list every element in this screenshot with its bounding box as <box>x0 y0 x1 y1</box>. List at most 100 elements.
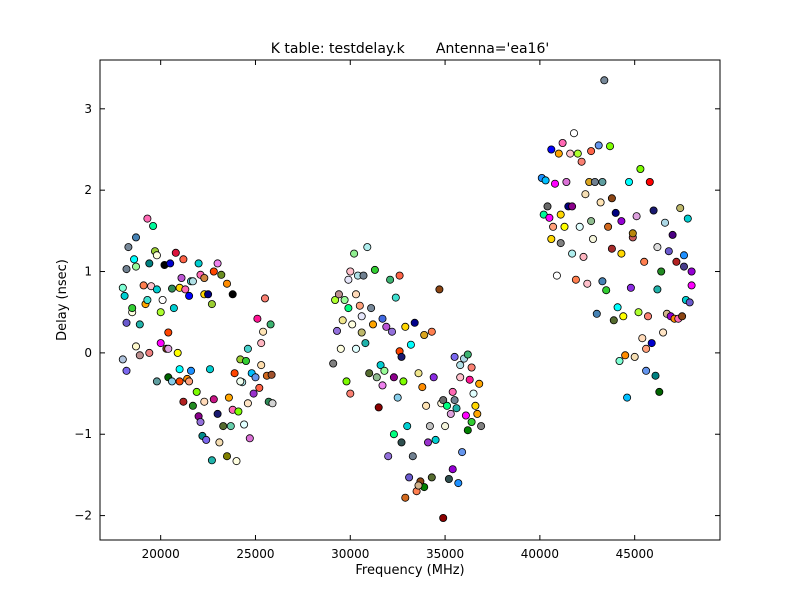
data-point <box>477 422 486 431</box>
data-point <box>124 243 133 252</box>
data-point <box>454 479 463 488</box>
data-point <box>228 290 237 299</box>
data-point <box>685 298 694 307</box>
data-point <box>589 234 598 243</box>
data-point <box>604 222 613 231</box>
data-point <box>167 284 176 293</box>
data-point <box>329 359 338 368</box>
data-point <box>558 138 567 147</box>
data-point <box>370 265 379 274</box>
x-tick-label: 45000 <box>616 547 654 561</box>
data-point <box>376 361 385 370</box>
data-point <box>678 312 687 321</box>
data-point <box>130 255 139 264</box>
data-point <box>200 273 209 282</box>
data-point <box>463 350 472 359</box>
data-point <box>429 373 438 382</box>
data-point <box>257 339 266 348</box>
data-point <box>653 243 662 252</box>
data-point <box>405 473 414 482</box>
data-point <box>351 290 360 299</box>
data-point <box>260 294 269 303</box>
data-point <box>391 293 400 302</box>
data-point <box>188 277 197 286</box>
data-point <box>463 426 472 435</box>
data-point <box>372 373 381 382</box>
data-point <box>395 271 404 280</box>
data-point <box>234 407 243 416</box>
data-point <box>365 369 374 378</box>
data-point <box>475 379 484 388</box>
data-point <box>422 401 431 410</box>
data-point <box>389 373 398 382</box>
data-point <box>205 365 214 374</box>
data-point <box>573 149 582 158</box>
data-point <box>420 330 429 339</box>
data-point <box>209 267 218 276</box>
data-point <box>122 366 131 375</box>
data-point <box>577 157 586 166</box>
data-point <box>367 304 376 313</box>
data-point <box>642 344 651 353</box>
data-point <box>344 275 353 284</box>
data-point <box>408 452 417 461</box>
data-point <box>175 377 184 386</box>
data-point <box>414 481 423 490</box>
data-point <box>556 210 565 219</box>
x-tick-label: 30000 <box>331 547 369 561</box>
data-point <box>619 312 628 321</box>
data-point <box>158 295 167 304</box>
data-point <box>378 381 387 390</box>
data-point <box>645 177 654 186</box>
data-point <box>219 422 228 431</box>
data-point <box>634 308 643 317</box>
data-point <box>152 377 161 386</box>
data-point <box>607 194 616 203</box>
data-point <box>575 222 584 231</box>
data-point <box>143 295 152 304</box>
data-point <box>617 217 626 226</box>
data-point <box>444 474 453 483</box>
data-point <box>169 304 178 313</box>
data-point <box>209 395 218 404</box>
data-point <box>350 249 359 258</box>
data-point <box>397 352 406 361</box>
data-point <box>621 351 630 360</box>
data-point <box>545 213 554 222</box>
data-point <box>122 318 131 327</box>
chart-title: K table: testdelay.k Antenna='ea16' <box>271 41 549 57</box>
data-point <box>188 401 197 410</box>
data-point <box>592 309 601 318</box>
data-point <box>236 377 245 386</box>
data-point <box>332 326 341 335</box>
data-point <box>344 304 353 313</box>
data-point <box>653 285 662 294</box>
data-point <box>401 322 410 331</box>
data-point <box>448 465 457 474</box>
data-point <box>680 251 689 260</box>
data-point <box>636 164 645 173</box>
data-point <box>418 383 427 392</box>
data-point <box>164 328 173 337</box>
data-point <box>664 247 673 256</box>
data-point <box>600 76 609 85</box>
data-point <box>410 318 419 327</box>
data-point <box>253 314 262 323</box>
data-point <box>450 396 459 405</box>
data-point <box>549 222 558 231</box>
data-point <box>386 275 395 284</box>
data-point <box>403 422 412 431</box>
data-point <box>452 404 461 413</box>
data-point <box>139 281 148 290</box>
data-point <box>441 422 450 431</box>
data-point <box>145 348 154 357</box>
data-point <box>467 363 476 372</box>
y-tick-label: 0 <box>84 346 92 360</box>
data-point <box>465 375 474 384</box>
data-point <box>357 328 366 337</box>
data-point <box>213 409 222 418</box>
data-point <box>175 365 184 374</box>
data-point <box>431 435 440 444</box>
data-point <box>240 420 249 429</box>
